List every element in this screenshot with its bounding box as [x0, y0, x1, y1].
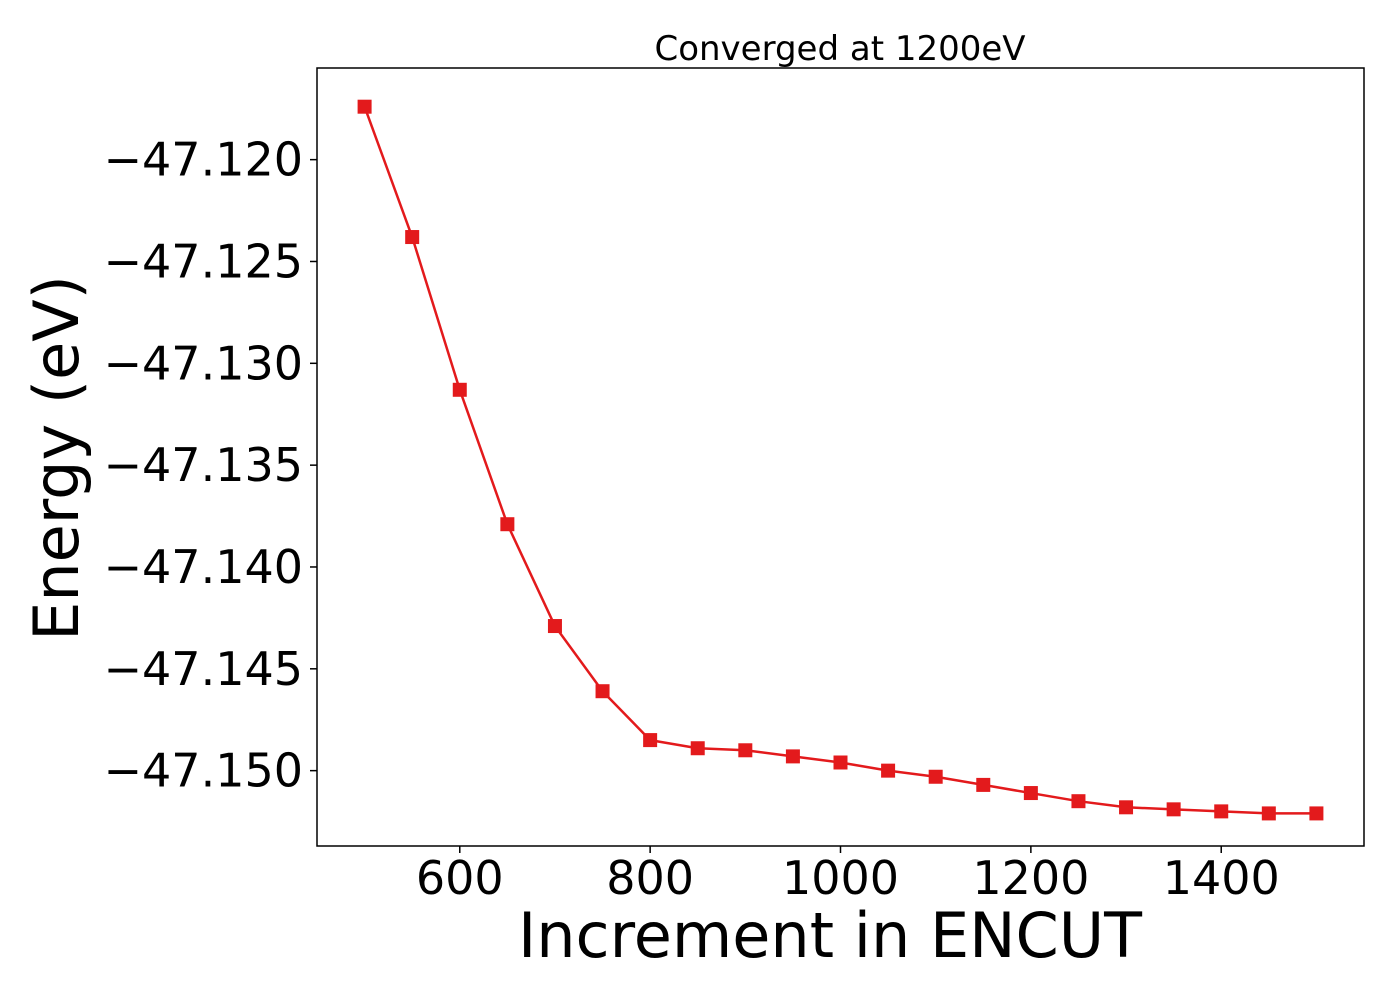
y-tick-label: −47.125: [104, 234, 304, 288]
data-point-marker: [547, 619, 562, 634]
chart-title: Converged at 1200eV: [654, 29, 1025, 69]
data-point-marker: [976, 777, 991, 792]
y-tick-label: −47.150: [104, 744, 304, 798]
data-point-marker: [643, 733, 658, 748]
data-point-marker: [405, 230, 420, 245]
x-axis-label: Increment in ENCUT: [518, 899, 1143, 972]
data-point-marker: [881, 763, 896, 778]
data-point-marker: [1261, 806, 1276, 821]
plot-area: [317, 68, 1364, 846]
y-tick-label: −47.135: [104, 438, 304, 492]
y-axis-label: Energy (eV): [20, 275, 93, 641]
data-point-marker: [690, 741, 705, 756]
y-tick-label: −47.140: [104, 540, 304, 594]
x-tick-label: 1000: [782, 851, 899, 905]
data-point-marker: [1214, 804, 1229, 819]
x-tick-label: 600: [416, 851, 504, 905]
data-point-marker: [1166, 802, 1181, 817]
plot-frame: [316, 67, 1365, 847]
x-tick-label: 1200: [972, 851, 1089, 905]
data-point-marker: [1119, 800, 1134, 815]
y-tick-label: −47.130: [104, 336, 304, 390]
data-point-marker: [1023, 786, 1038, 801]
data-point-marker: [833, 755, 848, 770]
data-point-marker: [785, 749, 800, 764]
data-point-marker: [1309, 806, 1324, 821]
data-point-marker: [357, 99, 372, 114]
data-point-marker: [500, 517, 515, 532]
x-axis-ticks: 600 800 1000 1200 1400: [416, 846, 1280, 905]
series-layer: [357, 99, 1324, 821]
data-point-marker: [928, 769, 943, 784]
x-tick-label: 800: [606, 851, 694, 905]
y-axis-ticks: −47.120 −47.125 −47.130 −47.135 −47.140 −47.1…: [104, 133, 317, 798]
data-point-marker: [1071, 794, 1086, 809]
data-point-marker: [452, 382, 467, 397]
y-tick-label: −47.120: [104, 133, 304, 187]
data-point-marker: [738, 743, 753, 758]
data-point-marker: [595, 684, 610, 699]
x-tick-label: 1400: [1163, 851, 1280, 905]
y-tick-label: −47.145: [104, 642, 304, 696]
